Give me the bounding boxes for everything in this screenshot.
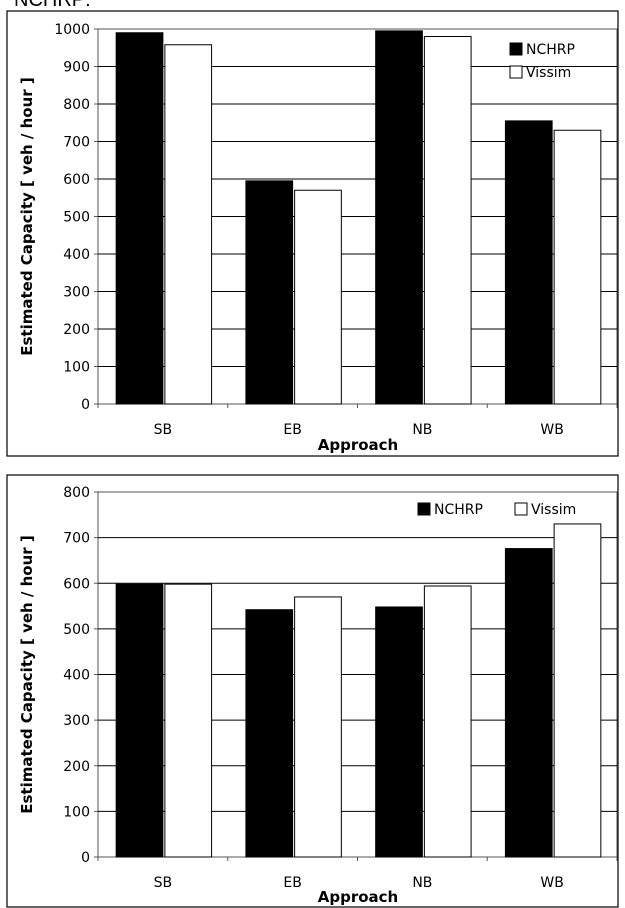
top-chart-ytick-label: 400 (63, 247, 90, 263)
top-chart-legend-swatch-vissim (509, 65, 523, 79)
bottom-chart-ytick-label: 200 (63, 759, 90, 775)
bottom-chart-bar-vissim-eb (294, 596, 342, 858)
top-chart-ytick-label: 900 (63, 60, 90, 76)
top-chart-ytick-label: 0 (81, 397, 90, 413)
top-caption: NCHRP: (14, 0, 91, 11)
bottom-chart-ytick-label: 0 (81, 850, 90, 866)
top-chart-ytick-label: 500 (63, 210, 90, 226)
bottom-chart-ytick-label: 100 (63, 804, 90, 820)
top-chart-ytick-label: 100 (63, 360, 90, 376)
top-chart-bar-vissim-wb (553, 129, 602, 405)
top-chart-bar-vissim-sb (164, 44, 213, 405)
bottom-chart-bar-nchrp-nb (375, 606, 423, 858)
top-chart-ytick-label: 800 (63, 97, 90, 113)
bottom-chart-ytick-label: 700 (63, 531, 90, 547)
top-chart-ytick-label: 1000 (54, 22, 90, 38)
bottom-chart-bar-nchrp-sb (115, 583, 164, 858)
top-chart-ytick-label: 300 (63, 285, 90, 301)
top-chart-xtick-label: NB (412, 422, 432, 438)
bottom-chart-xtick-label: SB (154, 875, 173, 891)
top-chart-xtick-label: EB (283, 422, 301, 438)
bottom-chart-yaxis-label: Estimated Capacity [ veh / hour ] (18, 535, 36, 814)
bottom-chart-legend-label-vissim: Vissim (531, 502, 576, 518)
top-chart-legend-label-nchrp: NCHRP (526, 42, 575, 58)
top-chart-bar-nchrp-eb (245, 180, 294, 405)
top-chart-bar-nchrp-nb (375, 30, 423, 405)
bottom-chart-legend-label-nchrp: NCHRP (434, 502, 483, 518)
bottom-chart-legend-swatch-nchrp (417, 502, 431, 516)
top-chart-xtick-label: WB (540, 422, 563, 438)
top-chart-ytick-label: 200 (63, 322, 90, 338)
bottom-chart-ytick-label: 400 (63, 668, 90, 684)
top-chart-bar-nchrp-wb (504, 120, 553, 405)
bottom-chart-xtick-label: NB (412, 875, 432, 891)
bottom-chart-bar-vissim-wb (553, 523, 602, 858)
bottom-chart-ytick-label: 600 (63, 576, 90, 592)
bottom-chart-xtick-label: EB (283, 875, 301, 891)
top-chart-xtick-label: SB (154, 422, 173, 438)
top-chart-legend-swatch-nchrp (509, 42, 523, 56)
top-chart-bar-vissim-eb (294, 189, 342, 405)
top-chart-ytick-label: 600 (63, 172, 90, 188)
top-chart-bar-vissim-nb (423, 36, 472, 405)
bottom-chart-ytick-label: 300 (63, 713, 90, 729)
top-chart-yaxis-label: Estimated Capacity [ veh / hour ] (18, 77, 36, 356)
bottom-chart-xaxis-label: Approach (318, 888, 398, 906)
top-chart-ytick-label: 700 (63, 135, 90, 151)
top-chart-xaxis-label: Approach (318, 436, 398, 454)
bottom-chart-xtick-label: WB (540, 875, 563, 891)
top-chart-bar-nchrp-sb (115, 32, 164, 405)
bottom-chart-bar-nchrp-eb (245, 609, 294, 858)
bottom-chart-bar-vissim-nb (423, 585, 472, 858)
bottom-chart-bar-nchrp-wb (504, 548, 553, 858)
top-chart-legend-label-vissim: Vissim (526, 65, 571, 81)
bottom-chart-ytick-label: 800 (63, 485, 90, 501)
chart-top: 0 100 200 300 400 500 600 700 800 900 1000 SB EB NB WB… (6, 10, 619, 457)
bottom-chart-ytick-label: 500 (63, 622, 90, 638)
bottom-chart-bar-vissim-sb (164, 583, 213, 858)
bottom-chart-legend-swatch-vissim (514, 502, 528, 516)
